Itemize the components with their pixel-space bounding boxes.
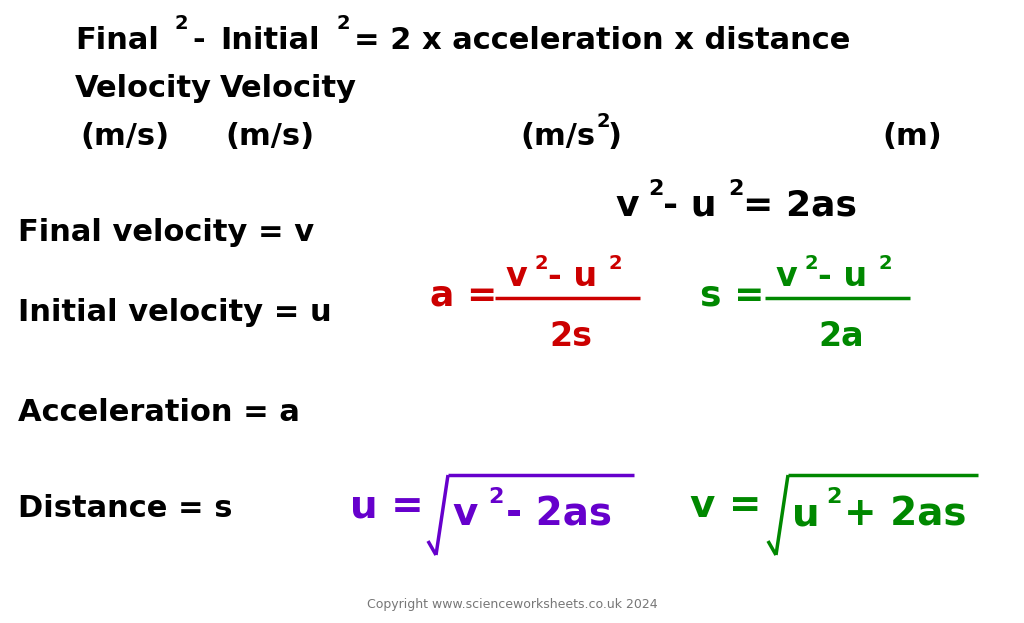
Text: (m/s: (m/s <box>520 122 595 151</box>
Text: v: v <box>505 260 526 293</box>
Text: 2: 2 <box>175 14 188 33</box>
Text: (m): (m) <box>882 122 942 151</box>
Text: Initial velocity = u: Initial velocity = u <box>18 298 332 327</box>
Text: 2: 2 <box>648 179 664 199</box>
Text: Final velocity = v: Final velocity = v <box>18 218 314 247</box>
Text: 2s: 2s <box>549 320 592 353</box>
Text: 2: 2 <box>879 254 893 273</box>
Text: = 2 x acceleration x distance: = 2 x acceleration x distance <box>354 26 850 55</box>
Text: v =: v = <box>690 487 762 525</box>
Text: Acceleration = a: Acceleration = a <box>18 398 300 427</box>
Text: 2: 2 <box>804 254 817 273</box>
Text: a =: a = <box>430 279 498 313</box>
Text: - u: - u <box>548 260 597 293</box>
Text: - u: - u <box>818 260 867 293</box>
Text: 2: 2 <box>488 487 504 507</box>
Text: 2a: 2a <box>818 320 863 353</box>
Text: - 2as: - 2as <box>506 495 612 533</box>
Text: s =: s = <box>700 279 765 313</box>
Text: 2: 2 <box>337 14 350 33</box>
Text: 2: 2 <box>534 254 548 273</box>
Text: - u: - u <box>663 189 717 223</box>
Text: u =: u = <box>350 487 424 525</box>
Text: Velocity: Velocity <box>220 74 357 103</box>
Text: + 2as: + 2as <box>844 495 967 533</box>
Text: Velocity: Velocity <box>75 74 212 103</box>
Text: ): ) <box>608 122 622 151</box>
Text: 2: 2 <box>596 112 609 131</box>
Text: u: u <box>792 495 819 533</box>
Text: v: v <box>615 189 639 223</box>
Text: 2: 2 <box>609 254 623 273</box>
Text: 2: 2 <box>826 487 842 507</box>
Text: = 2as: = 2as <box>743 189 857 223</box>
Text: (m/s): (m/s) <box>225 122 314 151</box>
Text: Copyright www.scienceworksheets.co.uk 2024: Copyright www.scienceworksheets.co.uk 20… <box>367 598 657 611</box>
Text: v: v <box>775 260 797 293</box>
Text: Distance = s: Distance = s <box>18 494 232 523</box>
Text: 2: 2 <box>728 179 743 199</box>
Text: Final: Final <box>75 26 159 55</box>
Text: v: v <box>452 495 477 533</box>
Text: (m/s): (m/s) <box>80 122 169 151</box>
Text: -: - <box>193 26 205 55</box>
Text: Initial: Initial <box>220 26 319 55</box>
